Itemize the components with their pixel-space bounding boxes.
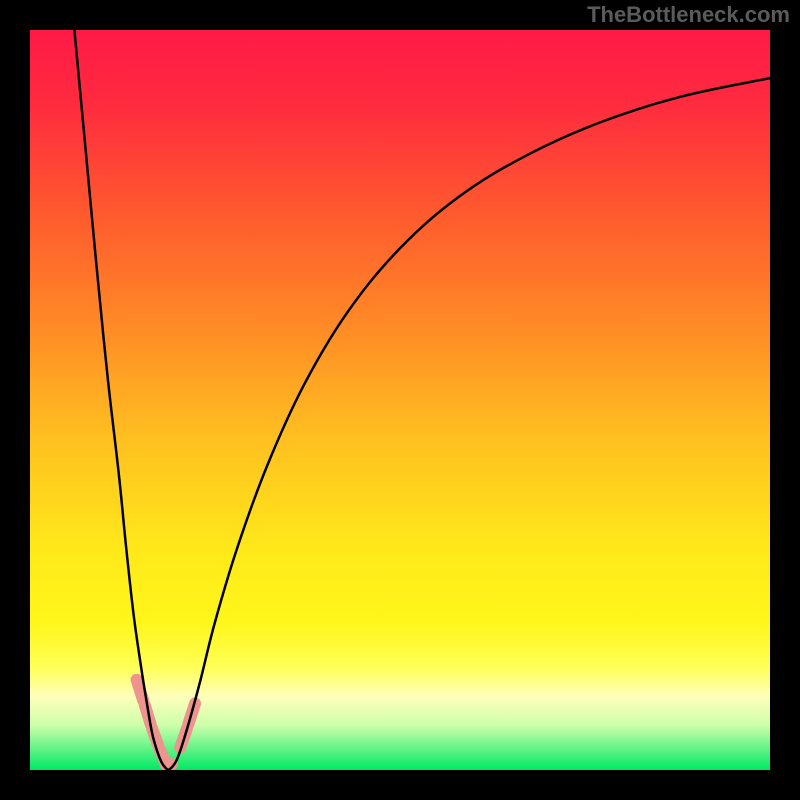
chart-svg: [0, 0, 800, 800]
border-left: [0, 0, 30, 800]
marker-segment: [137, 680, 144, 701]
watermark-text: TheBottleneck.com: [587, 2, 790, 28]
bottleneck-chart: TheBottleneck.com: [0, 0, 800, 800]
border-right: [770, 0, 800, 800]
border-bottom: [0, 770, 800, 800]
